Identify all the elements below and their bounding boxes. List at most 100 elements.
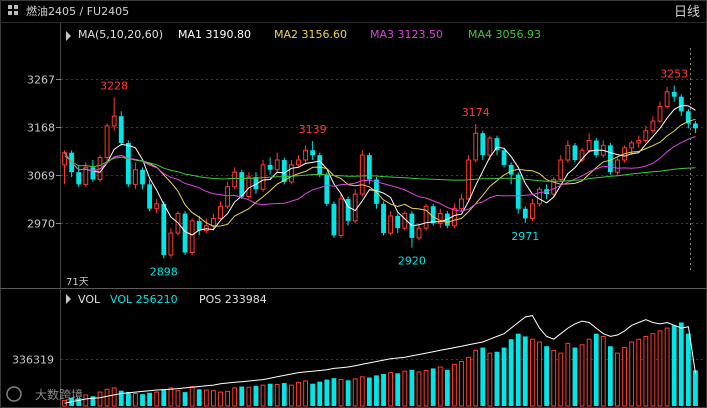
volume-bar [175, 390, 181, 407]
candle[interactable] [76, 164, 82, 187]
candle[interactable] [480, 130, 486, 160]
candle[interactable] [664, 86, 670, 109]
candle[interactable] [537, 186, 542, 207]
collapse-arrow-icon[interactable] [66, 31, 71, 41]
candle[interactable] [466, 155, 472, 202]
candle[interactable] [530, 198, 535, 221]
candle-body [473, 132, 479, 161]
candle[interactable] [189, 218, 195, 255]
candle[interactable] [487, 135, 493, 160]
candle[interactable] [473, 123, 479, 163]
candle[interactable] [140, 167, 145, 190]
candle-layer [62, 85, 698, 259]
candle[interactable] [600, 140, 606, 158]
high-price-label: 3174 [462, 106, 490, 119]
candle[interactable] [352, 189, 358, 224]
candle[interactable] [381, 201, 386, 236]
candle[interactable] [310, 141, 316, 160]
candle[interactable] [338, 194, 344, 238]
candle[interactable] [409, 211, 415, 248]
candle[interactable] [203, 218, 209, 234]
candle[interactable] [147, 179, 153, 212]
candle[interactable] [423, 203, 429, 231]
candle[interactable] [345, 196, 351, 226]
candle[interactable] [565, 140, 571, 163]
candle[interactable] [324, 172, 330, 207]
candle[interactable] [296, 155, 301, 168]
volume-bar [168, 387, 174, 407]
candle[interactable] [522, 206, 528, 223]
candle[interactable] [494, 135, 500, 156]
candle[interactable] [218, 201, 223, 221]
candle[interactable] [551, 177, 557, 197]
volume-bar [402, 370, 408, 407]
candle[interactable] [83, 162, 89, 187]
candle[interactable] [260, 160, 266, 192]
candle[interactable] [288, 160, 294, 185]
period-selector[interactable]: 日线 [674, 5, 700, 20]
candle[interactable] [558, 155, 564, 182]
candle[interactable] [168, 228, 174, 258]
candle[interactable] [125, 140, 131, 187]
candle[interactable] [437, 208, 443, 229]
candle[interactable] [274, 152, 280, 173]
candle-body [196, 220, 202, 231]
candle[interactable] [253, 172, 259, 195]
candle-body [678, 96, 684, 112]
candle[interactable] [636, 135, 642, 148]
candle[interactable] [281, 157, 287, 185]
candle[interactable] [239, 169, 245, 199]
candle[interactable] [579, 147, 585, 163]
candle[interactable] [366, 152, 372, 185]
candle[interactable] [111, 97, 117, 131]
volume-bar [636, 338, 642, 407]
candle[interactable] [331, 201, 337, 238]
candle[interactable] [104, 123, 110, 163]
candle[interactable] [161, 201, 167, 259]
candle[interactable] [154, 198, 160, 214]
volume-bar [480, 347, 486, 406]
candle[interactable] [685, 108, 691, 129]
candle[interactable] [182, 211, 188, 255]
candle[interactable] [416, 223, 422, 241]
candle-body [693, 123, 698, 129]
volume-bar [203, 389, 209, 407]
grid-icon[interactable] [8, 5, 18, 15]
collapse-arrow-icon[interactable] [66, 294, 71, 304]
candle[interactable] [459, 194, 464, 212]
candle[interactable] [196, 216, 202, 236]
low-price-label: 2920 [398, 255, 426, 268]
candle[interactable] [643, 125, 649, 143]
candle[interactable] [650, 116, 656, 134]
volume-bar [381, 374, 386, 406]
candle[interactable] [615, 157, 620, 175]
volume-bar [395, 373, 401, 406]
candle-body [537, 188, 542, 205]
volume-bar [664, 327, 670, 407]
candle[interactable] [693, 121, 698, 134]
candle[interactable] [267, 157, 273, 175]
candle[interactable] [317, 152, 323, 178]
symbol-title: 燃油2405 / FU2405 [26, 4, 129, 18]
candle[interactable] [593, 138, 599, 158]
low-price-label: 2898 [150, 265, 178, 278]
candle[interactable] [671, 85, 677, 102]
candle[interactable] [388, 211, 394, 236]
candle[interactable] [246, 172, 252, 199]
candle[interactable] [359, 150, 365, 197]
candle-body [459, 198, 464, 210]
candle[interactable] [586, 133, 592, 153]
candle[interactable] [133, 162, 138, 190]
candle[interactable] [508, 162, 514, 185]
candle[interactable] [657, 101, 663, 124]
candle-body [416, 227, 422, 239]
candle[interactable] [607, 142, 613, 175]
candle-body [331, 203, 337, 236]
volume-bar [444, 369, 450, 406]
candle[interactable] [395, 213, 401, 234]
candle[interactable] [118, 111, 124, 146]
candle[interactable] [303, 145, 308, 163]
candle[interactable] [572, 142, 578, 163]
candle[interactable] [501, 147, 507, 168]
candle[interactable] [629, 140, 635, 156]
